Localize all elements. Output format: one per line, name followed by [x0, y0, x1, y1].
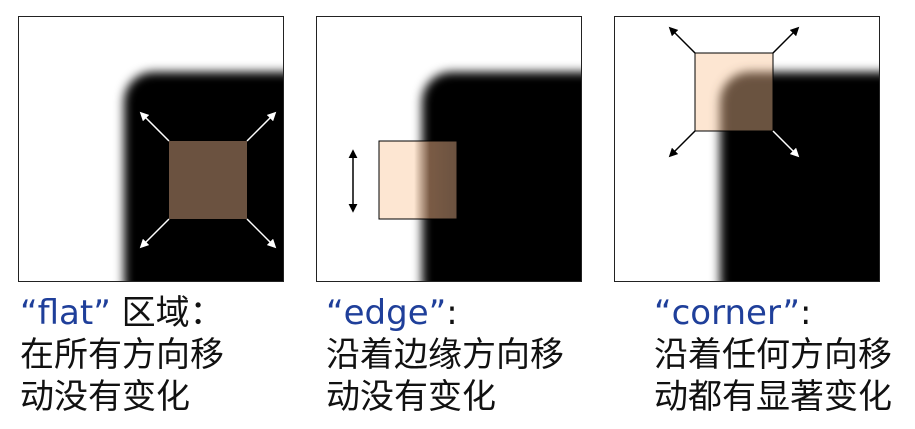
caption-flat-title-suffix: 区域： — [110, 293, 224, 333]
panel-edge — [316, 16, 582, 282]
caption-flat-heading: “flat” 区域： — [20, 292, 224, 334]
caption-flat-line-1: 在所有方向移 — [20, 335, 224, 375]
caption-flat-title: “flat” — [20, 293, 111, 333]
arrow-down-left — [139, 218, 170, 249]
caption-corner-line-2: 动都有显著变化 — [654, 377, 892, 417]
caption-corner-line-1: 沿着任何方向移 — [654, 335, 892, 375]
caption-corner-heading: “corner”: — [654, 292, 892, 334]
window-patch-shadow — [720, 72, 773, 131]
arrow-up-left — [139, 111, 170, 142]
caption-edge-line-2: 动没有变化 — [326, 377, 496, 417]
caption-edge-title: “edge” — [326, 293, 447, 333]
caption-corner-title-suffix: : — [799, 293, 812, 333]
black-shape — [422, 72, 581, 281]
caption-flat-line-2: 动没有变化 — [20, 377, 190, 417]
window-patch — [378, 140, 458, 220]
arrow-up-left — [668, 26, 696, 54]
arrow-up-right — [246, 111, 277, 142]
edge-illustration — [348, 72, 581, 281]
arrow-up-right — [772, 26, 800, 54]
panel-corner — [614, 16, 880, 282]
caption-edge-heading: “edge”: — [326, 292, 564, 334]
caption-edge-line-1: 沿着边缘方向移 — [326, 335, 564, 375]
arrow-down-right — [772, 130, 800, 158]
window-patch — [169, 141, 247, 219]
caption-edge: “edge”: 沿着边缘方向移 动没有变化 — [326, 292, 564, 418]
caption-corner-title: “corner” — [654, 293, 800, 333]
corner-illustration — [668, 26, 879, 281]
caption-edge-title-suffix: : — [446, 293, 458, 333]
flat-illustration — [124, 72, 283, 281]
arrow-down-right — [246, 218, 277, 249]
panel-flat — [18, 16, 284, 282]
caption-flat: “flat” 区域： 在所有方向移 动没有变化 — [20, 292, 224, 418]
caption-corner: “corner”: 沿着任何方向移 动都有显著变化 — [654, 292, 892, 418]
window-patch — [694, 52, 774, 132]
arrow-down-left — [668, 130, 696, 158]
